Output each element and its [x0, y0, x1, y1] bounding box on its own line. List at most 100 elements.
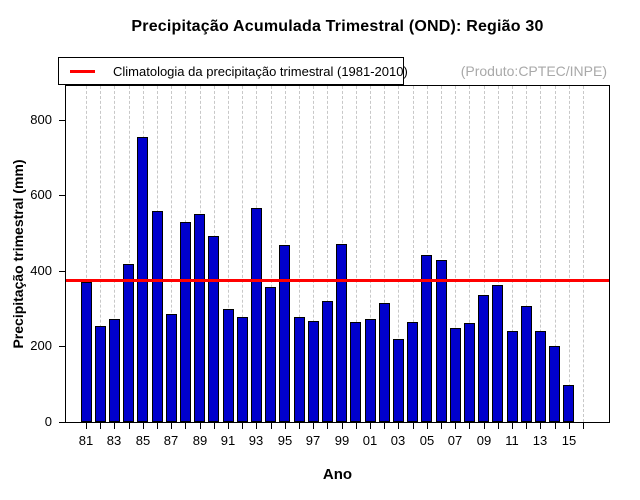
x-tick-1982: [100, 423, 101, 429]
bar-1987: [166, 314, 177, 422]
y-tick-800: [59, 120, 65, 121]
x-tick-2008: [469, 423, 470, 429]
bar-1998: [322, 301, 333, 422]
x-tick-label-1993: 93: [248, 433, 264, 448]
x-tick-label-1989: 89: [192, 433, 208, 448]
x-tick-label-1995: 95: [277, 433, 293, 448]
x-tick-1987: [171, 423, 172, 429]
y-tick-label-800: 800: [30, 112, 52, 127]
x-tick-label-2011: 11: [505, 433, 519, 448]
gridline-year-2010: [498, 86, 500, 422]
bar-2008: [464, 323, 475, 422]
x-tick-2002: [384, 423, 385, 429]
x-tick-2000: [356, 423, 357, 429]
y-tick-label-0: 0: [44, 414, 52, 429]
x-tick-2011: [512, 423, 513, 429]
gridline-year-1983: [114, 86, 116, 422]
bar-1994: [265, 287, 276, 422]
x-tick-1995: [285, 423, 286, 429]
gridline-year-1997: [313, 86, 315, 422]
gridline-year-2011: [512, 86, 514, 422]
bar-2002: [379, 303, 390, 422]
bar-2000: [350, 322, 361, 422]
x-tick-2006: [441, 423, 442, 429]
gridline-year-2015: [569, 86, 571, 422]
x-tick-2007: [455, 423, 456, 429]
gridline-year-1982: [100, 86, 102, 422]
bar-1992: [237, 317, 248, 422]
gridline-year-2005: [427, 86, 429, 422]
y-tick-label-600: 600: [30, 187, 52, 202]
bar-2014: [549, 346, 560, 422]
x-tick-1998: [327, 423, 328, 429]
bar-1983: [109, 319, 120, 422]
x-tick-label-1987: 87: [163, 433, 179, 448]
bar-2004: [407, 322, 418, 422]
x-tick-label-1991: 91: [220, 433, 236, 448]
x-tick-2001: [370, 423, 371, 429]
x-tick-label-2015: 15: [561, 433, 577, 448]
gridline-year-2013: [540, 86, 542, 422]
bar-1995: [279, 245, 290, 422]
chart-title: Precipitação Acumulada Trimestral (OND):…: [131, 18, 544, 35]
gridline-year-2004: [413, 86, 415, 422]
bar-2013: [535, 331, 546, 422]
x-tick-2015: [569, 423, 570, 429]
bar-1996: [294, 317, 305, 422]
bar-2009: [478, 295, 489, 422]
gridline-year-2003: [398, 86, 400, 422]
x-tick-2010: [498, 423, 499, 429]
gridline-year-2002: [384, 86, 386, 422]
bar-2005: [421, 255, 432, 422]
x-tick-1999: [342, 423, 343, 429]
x-tick-label-2001: 01: [362, 433, 378, 448]
x-axis-title: Ano: [322, 466, 353, 483]
bar-1991: [223, 309, 234, 422]
x-tick-1990: [214, 423, 215, 429]
legend-box: Climatologia da precipitação trimestral …: [58, 57, 408, 85]
bar-2007: [450, 328, 461, 422]
gridline-year-1998: [327, 86, 329, 422]
bar-1993: [251, 208, 262, 422]
gridline-year-2014: [555, 86, 557, 422]
x-tick-1992: [242, 423, 243, 429]
bar-1999: [336, 244, 347, 422]
bar-2010: [492, 285, 503, 422]
product-watermark: (Produto:CPTEC/INPE): [460, 63, 607, 79]
bar-1984: [123, 264, 134, 422]
x-tick-1983: [114, 423, 115, 429]
x-tick-1996: [299, 423, 300, 429]
y-tick-0: [59, 422, 65, 423]
x-tick-2014: [555, 423, 556, 429]
x-tick-1981: [86, 423, 87, 429]
x-tick-label-2005: 05: [419, 433, 435, 448]
gridline-year-1987: [171, 86, 173, 422]
bar-1989: [194, 214, 205, 422]
gridline-year-2007: [455, 86, 457, 422]
gridline-year-2000: [356, 86, 358, 422]
x-tick-2005: [427, 423, 428, 429]
plot-area: [65, 85, 610, 423]
bar-2003: [393, 339, 404, 422]
bar-1981: [81, 282, 92, 422]
x-tick-2004: [413, 423, 414, 429]
bar-1982: [95, 326, 106, 422]
bar-1986: [152, 211, 163, 422]
bar-2001: [365, 319, 376, 422]
y-tick-400: [59, 271, 65, 272]
x-tick-1993: [256, 423, 257, 429]
x-tick-label-2003: 03: [390, 433, 406, 448]
gridline-year-1996: [299, 86, 301, 422]
x-tick-label-1981: 81: [78, 433, 94, 448]
x-tick-1986: [157, 423, 158, 429]
climatology-line: [66, 279, 609, 282]
x-tick-label-1985: 85: [135, 433, 151, 448]
x-tick-1984: [129, 423, 130, 429]
x-tick-label-2013: 13: [532, 433, 548, 448]
gridline-year-2009: [484, 86, 486, 422]
gridline-year-2016: [583, 86, 585, 422]
y-axis-title: Precipitação trimestral (mm): [10, 159, 26, 349]
x-tick-2016: [583, 423, 584, 429]
gridline-year-1984: [129, 86, 131, 422]
gridline-year-1992: [242, 86, 244, 422]
